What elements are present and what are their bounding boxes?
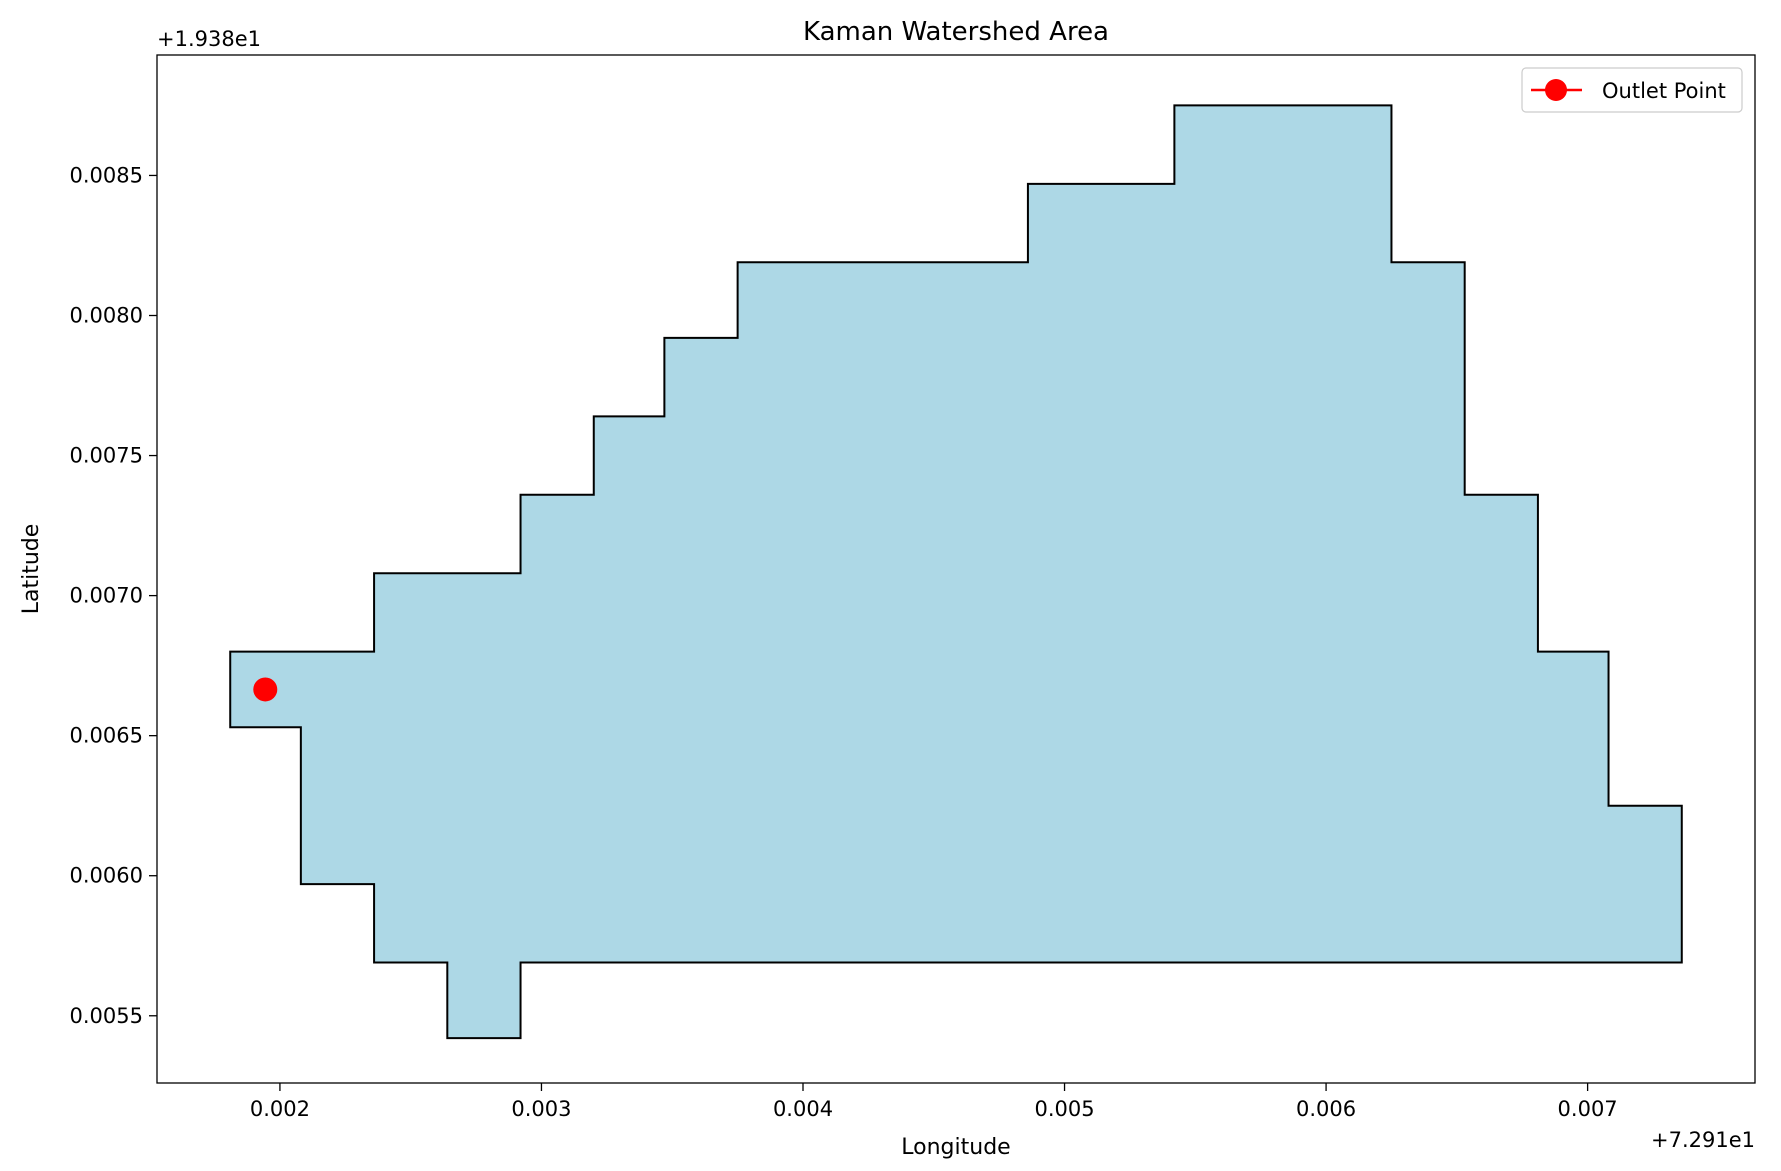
y-axis-ticks: 0.0055 0.0060 0.0065 0.0070 0.0075 0.0080 0.00…	[70, 163, 157, 1028]
x-tick-label: 0.004	[773, 1097, 833, 1121]
y-axis-label: Latitude	[19, 524, 44, 615]
x-offset-label: +7.291e1	[1651, 1128, 1755, 1152]
y-tick-label: 0.0065	[70, 724, 143, 748]
x-tick-label: 0.005	[1034, 1097, 1094, 1121]
x-tick-label: 0.003	[511, 1097, 571, 1121]
y-tick-label: 0.0075	[70, 444, 143, 468]
y-tick-label: 0.0060	[70, 864, 143, 888]
y-tick-label: 0.0080	[70, 304, 143, 328]
y-offset-label: +1.938e1	[157, 27, 261, 51]
y-tick-label: 0.0085	[70, 163, 143, 187]
legend-entry-outlet-point: Outlet Point	[1602, 79, 1726, 103]
x-tick-label: 0.007	[1558, 1097, 1618, 1121]
y-tick-label: 0.0055	[70, 1004, 143, 1028]
x-axis-label: Longitude	[901, 1135, 1010, 1160]
chart-title: Kaman Watershed Area	[803, 17, 1109, 47]
legend-point-marker	[1545, 79, 1567, 101]
watershed-polygon	[229, 104, 1683, 1040]
legend: Outlet Point	[1521, 67, 1743, 113]
axes-frame	[156, 54, 1756, 1084]
y-tick-label: 0.0070	[70, 584, 143, 608]
plot-area	[229, 104, 1683, 1040]
x-tick-label: 0.006	[1296, 1097, 1356, 1121]
x-tick-label: 0.002	[250, 1097, 310, 1121]
legend-box	[1521, 67, 1743, 113]
x-axis-ticks: 0.002 0.003 0.004 0.005 0.006 0.007	[250, 1083, 1618, 1121]
outlet-point-marker	[253, 677, 278, 702]
